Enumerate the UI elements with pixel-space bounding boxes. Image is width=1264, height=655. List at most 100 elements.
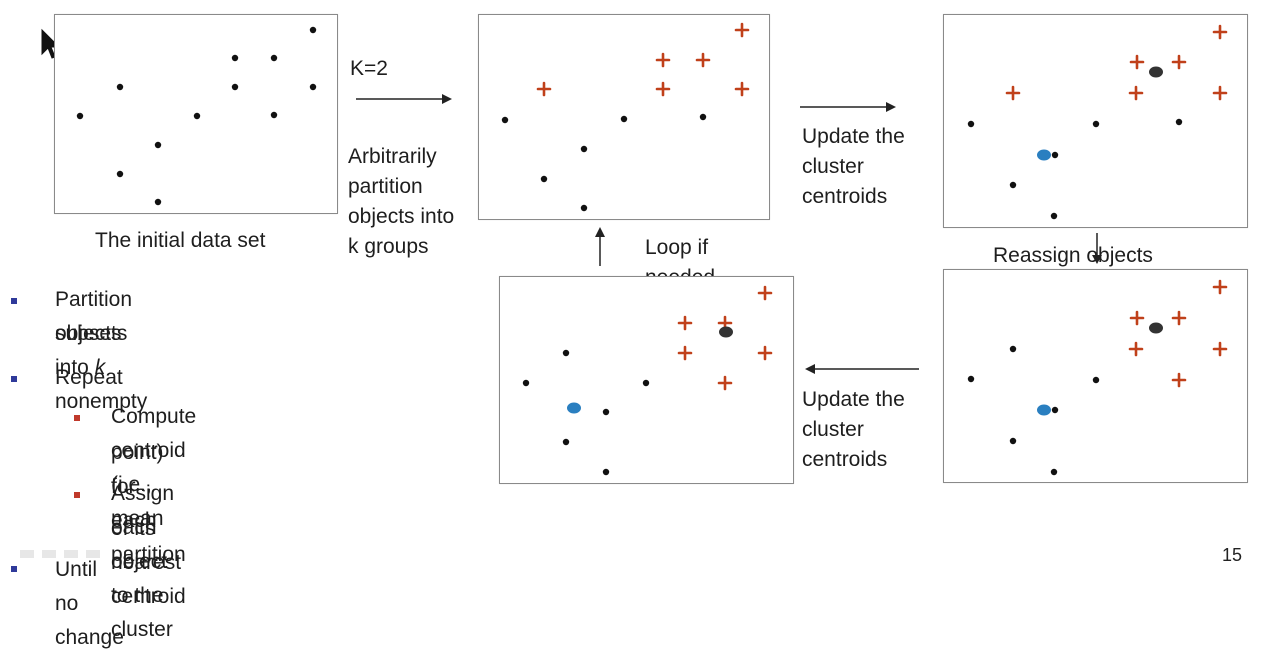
caption-loop-line: Loop if xyxy=(645,236,709,259)
plus-marker xyxy=(1128,85,1144,101)
data-point xyxy=(1050,212,1058,220)
caption-update-line: centroids xyxy=(802,448,888,471)
panel-initial-points xyxy=(76,26,317,206)
data-point xyxy=(231,83,239,91)
panel-initial-data xyxy=(54,14,338,214)
plus-marker xyxy=(536,81,552,97)
centroid-blue xyxy=(1037,149,1051,161)
data-point xyxy=(116,83,124,91)
bullet-partition-text: Partition objects into xyxy=(55,288,133,379)
caption-k-value: K=2 xyxy=(350,57,388,80)
data-point xyxy=(116,170,124,178)
panel-loop-points xyxy=(522,285,773,476)
faded-toolbar xyxy=(20,550,100,558)
data-point xyxy=(562,349,570,357)
data-point xyxy=(699,113,707,121)
centroid-blue xyxy=(1037,404,1051,416)
data-point xyxy=(309,83,317,91)
plus-marker xyxy=(717,375,733,391)
data-point xyxy=(967,375,975,383)
panel-updated-points xyxy=(967,24,1228,220)
data-point xyxy=(501,116,509,124)
plus-marker xyxy=(1129,54,1145,70)
plus-marker xyxy=(757,345,773,361)
data-point xyxy=(1092,120,1100,128)
bullet-square xyxy=(11,376,17,382)
caption-partition: Arbitrarily partition objects into k gro… xyxy=(348,142,454,262)
data-point xyxy=(1009,181,1017,189)
data-point xyxy=(642,379,650,387)
data-point xyxy=(1175,118,1183,126)
plus-marker xyxy=(677,315,693,331)
bullet-partition: Partition objects into k nonempty xyxy=(55,283,147,419)
plus-marker xyxy=(1212,24,1228,40)
data-point xyxy=(1092,376,1100,384)
data-point xyxy=(1051,406,1059,414)
bullet-square xyxy=(11,566,17,572)
centroid-blue xyxy=(567,402,581,414)
data-point xyxy=(154,141,162,149)
bullet-square xyxy=(74,492,80,498)
panel-reassigned-points xyxy=(967,279,1228,476)
data-point xyxy=(522,379,530,387)
caption-update-bottom: Update the cluster centroids xyxy=(802,385,905,475)
arrow-down-icon xyxy=(1092,233,1102,264)
caption-reassign: Reassign objects xyxy=(993,244,1153,267)
bullet-compute: Compute centroid (i.e., mean xyxy=(111,405,197,530)
plus-marker xyxy=(655,81,671,97)
centroid-dark xyxy=(1149,66,1163,78)
data-point xyxy=(1050,468,1058,476)
plus-marker xyxy=(734,81,750,97)
plus-marker xyxy=(1171,310,1187,326)
arrow-right-icon xyxy=(800,102,896,112)
panel-partitioned-points xyxy=(501,22,750,212)
data-point xyxy=(1009,345,1017,353)
bullet-square xyxy=(11,298,17,304)
bullet-square xyxy=(74,415,80,421)
panel-updated-centroids xyxy=(943,14,1248,228)
data-point xyxy=(562,438,570,446)
caption-update-top: Update the cluster centroids xyxy=(802,122,905,212)
bullet-until: Until no change xyxy=(55,558,124,649)
plus-marker xyxy=(1005,85,1021,101)
caption-update-line: Update the xyxy=(802,388,905,411)
data-point xyxy=(1051,151,1059,159)
bullet-repeat: Repeat xyxy=(55,366,123,389)
plus-marker xyxy=(655,52,671,68)
data-point xyxy=(967,120,975,128)
plus-marker xyxy=(1171,372,1187,388)
centroid-dark xyxy=(719,326,733,338)
data-point xyxy=(540,175,548,183)
plus-marker xyxy=(1212,279,1228,295)
data-point xyxy=(620,115,628,123)
plus-marker xyxy=(1171,54,1187,70)
data-point xyxy=(154,198,162,206)
panel-reassigned xyxy=(943,269,1248,483)
data-point xyxy=(270,111,278,119)
bullet-partition-text: nonempty xyxy=(55,390,148,413)
caption-update-line: cluster xyxy=(802,418,864,441)
data-point xyxy=(602,408,610,416)
caption-partition-line: objects into xyxy=(348,205,455,228)
bullet-partition-line2: subsets xyxy=(55,322,128,345)
plus-marker xyxy=(734,22,750,38)
data-point xyxy=(76,112,84,120)
arrow-right-icon xyxy=(356,94,452,104)
data-point xyxy=(580,204,588,212)
data-point xyxy=(270,54,278,62)
caption-partition-line: k groups xyxy=(348,235,429,258)
data-point xyxy=(193,112,201,120)
panel-loop xyxy=(499,276,794,484)
caption-initial-data: The initial data set xyxy=(95,229,266,252)
bullet-compute-line2: point) for each partition xyxy=(111,441,186,566)
caption-update-line: centroids xyxy=(802,185,888,208)
data-point xyxy=(231,54,239,62)
caption-update-line: Update the xyxy=(802,125,905,148)
plus-marker xyxy=(757,285,773,301)
plus-marker xyxy=(1129,310,1145,326)
caption-partition-line: Arbitrarily xyxy=(348,145,437,168)
arrow-left-icon xyxy=(805,364,919,374)
data-point xyxy=(602,468,610,476)
data-point xyxy=(309,26,317,34)
caption-update-line: cluster xyxy=(802,155,864,178)
